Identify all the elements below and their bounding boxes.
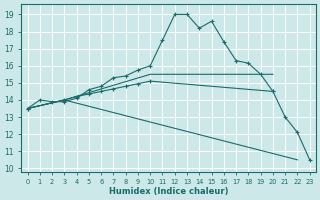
X-axis label: Humidex (Indice chaleur): Humidex (Indice chaleur) [109,187,228,196]
